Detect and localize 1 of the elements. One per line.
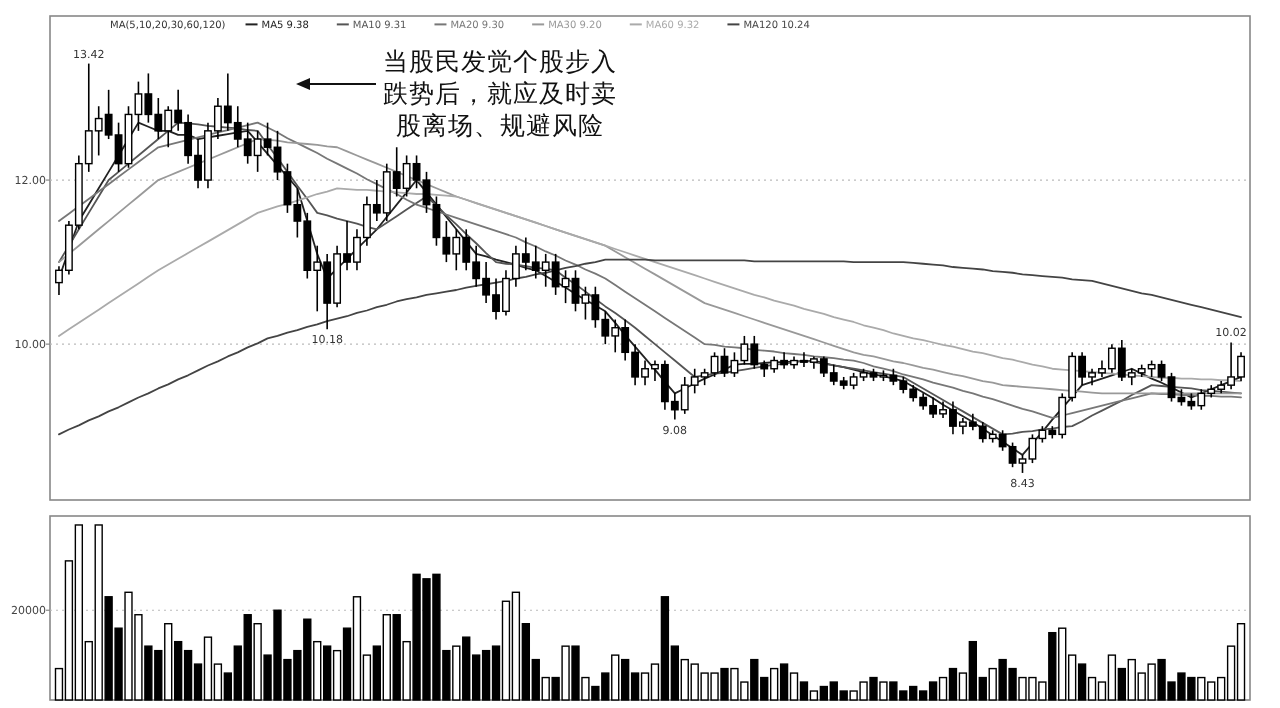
annotation: 当股民发觉个股步入跌势后，就应及时卖股离场、规避风险 xyxy=(383,46,617,140)
